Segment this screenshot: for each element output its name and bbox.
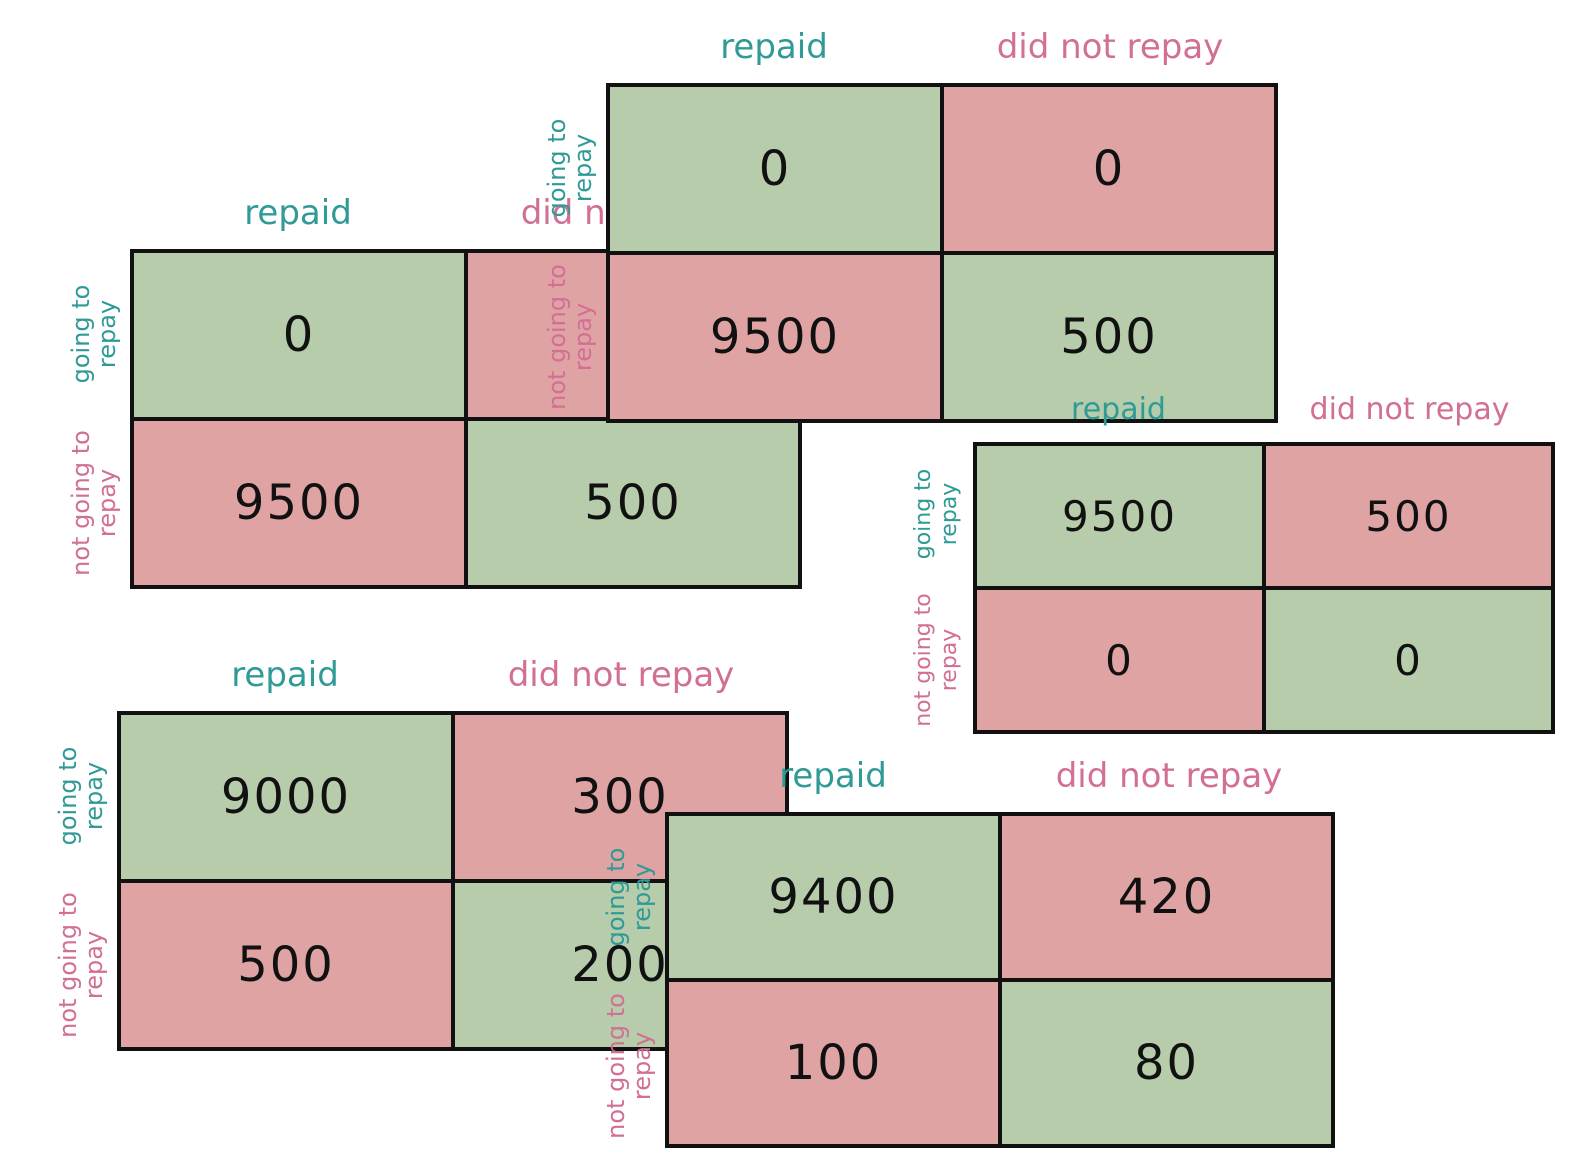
cell-true-positive: 9400: [669, 816, 998, 978]
row-label-going-to-repay: going to repay: [911, 468, 962, 560]
cell-false-positive: 500: [1266, 446, 1551, 586]
cell-true-negative: 80: [1002, 982, 1331, 1144]
cell-true-negative: 0: [1266, 590, 1551, 730]
col-label-did-not-repay: did not repay: [1309, 392, 1510, 427]
cell-true-negative: 500: [468, 421, 798, 585]
confusion-matrix-b: repaid did not repay going to repay not …: [543, 27, 1278, 423]
matrix-grid: 0 0 9500 500: [606, 83, 1278, 423]
cell-true-negative: 500: [944, 255, 1274, 419]
row-label-not-going-to-repay: not going to repay: [911, 593, 962, 727]
cell-false-positive: 0: [944, 87, 1274, 251]
row-label-not-going-to-repay: not going to repay: [67, 430, 121, 576]
confusion-matrix-e: repaid did not repay going to repay not …: [602, 756, 1335, 1148]
row-label-not-going-to-repay: not going to repay: [543, 264, 597, 410]
col-label-did-not-repay: did not repay: [996, 27, 1224, 67]
cell-false-negative: 9500: [134, 421, 464, 585]
row-label-going-to-repay: going to repay: [54, 746, 108, 846]
col-label-repaid: repaid: [720, 27, 828, 67]
row-label-going-to-repay: going to repay: [67, 284, 121, 384]
cell-true-positive: 0: [134, 253, 464, 417]
col-label-repaid: repaid: [244, 193, 352, 233]
cell-true-positive: 0: [610, 87, 940, 251]
row-label-going-to-repay: going to repay: [543, 118, 597, 218]
col-label-repaid: repaid: [779, 756, 887, 796]
row-label-going-to-repay: going to repay: [602, 847, 656, 947]
cell-false-negative: 100: [669, 982, 998, 1144]
col-label-repaid: repaid: [1071, 392, 1166, 427]
cell-false-negative: 9500: [610, 255, 940, 419]
col-label-did-not-repay: did not repay: [1055, 756, 1283, 796]
cell-false-negative: 500: [121, 883, 451, 1047]
matrix-grid: 9500 500 0 0: [973, 442, 1555, 734]
col-label-repaid: repaid: [231, 655, 339, 695]
cell-true-positive: 9500: [977, 446, 1262, 586]
confusion-matrix-c: repaid did not repay going to repay not …: [911, 392, 1555, 734]
matrix-grid: 9400 420 100 80: [665, 812, 1335, 1148]
cell-false-negative: 0: [977, 590, 1262, 730]
row-label-not-going-to-repay: not going to repay: [54, 892, 108, 1038]
cell-false-positive: 420: [1002, 816, 1331, 978]
col-label-did-not-repay: did not repay: [507, 655, 735, 695]
row-label-not-going-to-repay: not going to repay: [602, 993, 656, 1139]
cell-true-positive: 9000: [121, 715, 451, 879]
